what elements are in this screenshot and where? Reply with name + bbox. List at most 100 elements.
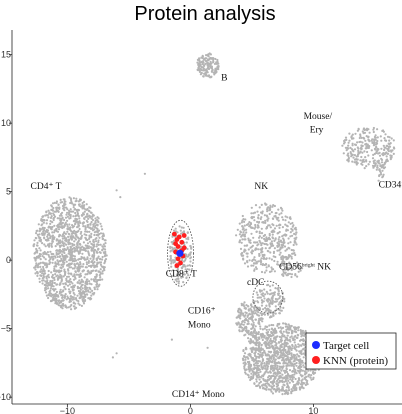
cell-point — [38, 227, 42, 230]
cell-point — [266, 313, 270, 316]
cell-point — [68, 223, 71, 226]
cell-point — [260, 227, 263, 230]
cell-point — [276, 364, 279, 367]
cell-point — [263, 214, 266, 217]
cell-point — [69, 226, 72, 230]
cell-point — [287, 385, 290, 389]
cell-point — [353, 154, 356, 157]
cell-point — [80, 265, 83, 268]
cell-point — [252, 321, 255, 324]
cell-point — [91, 243, 94, 246]
cell-point — [264, 293, 267, 296]
cell-point — [304, 372, 307, 375]
cell-point — [61, 216, 64, 219]
cell-point — [265, 331, 268, 334]
cell-point — [276, 249, 279, 252]
cell-point — [67, 263, 70, 266]
cell-point — [82, 225, 85, 228]
cell-point — [97, 241, 100, 244]
cell-point — [259, 312, 262, 315]
cell-point — [289, 362, 292, 365]
cell-point — [71, 282, 74, 285]
cell-point — [39, 236, 42, 239]
cell-point — [275, 300, 278, 303]
cell-point — [94, 217, 97, 220]
cell-point — [267, 376, 270, 379]
cell-point — [70, 303, 73, 307]
cell-point — [256, 220, 259, 223]
cell-point — [284, 223, 287, 226]
cell-point — [71, 242, 74, 246]
cell-point — [349, 151, 352, 154]
cell-point — [88, 240, 92, 243]
cell-point — [50, 227, 53, 230]
cell-point — [260, 257, 263, 260]
cell-point — [244, 329, 247, 332]
cell-point — [255, 380, 258, 383]
cell-point — [256, 293, 259, 296]
cell-point — [292, 376, 295, 379]
cell-point — [294, 370, 297, 373]
cell-point — [299, 358, 302, 361]
cell-point — [53, 289, 56, 292]
cell-point — [306, 379, 309, 382]
cell-point — [250, 264, 253, 267]
cell-point — [246, 244, 249, 247]
cell-point — [48, 245, 51, 248]
cell-point — [279, 344, 282, 347]
cell-point — [93, 222, 96, 225]
cell-point — [49, 258, 52, 261]
cell-point — [262, 312, 265, 315]
cell-point — [256, 244, 259, 247]
cell-point — [280, 336, 283, 339]
cell-point — [282, 274, 285, 277]
cell-point — [70, 200, 73, 203]
cell-point — [348, 132, 351, 135]
cell-point — [269, 226, 272, 229]
cell-point — [279, 338, 282, 341]
cell-point — [101, 228, 104, 231]
cell-point — [278, 301, 281, 304]
cell-point — [187, 236, 190, 239]
cell-point — [182, 226, 185, 229]
cell-point — [205, 54, 208, 57]
cell-point — [97, 239, 100, 242]
cell-point — [243, 235, 247, 238]
cell-point — [253, 262, 256, 265]
cell-point — [252, 374, 255, 377]
cell-point — [39, 261, 42, 264]
cell-point — [266, 380, 269, 383]
cell-point — [80, 255, 83, 259]
cell-point — [356, 146, 359, 149]
cluster-cd16-mono — [235, 300, 264, 340]
cell-point — [49, 216, 53, 219]
cell-point — [41, 242, 44, 245]
cell-point — [241, 329, 244, 332]
cell-point — [303, 343, 306, 346]
cell-point — [243, 367, 246, 370]
cell-point — [73, 243, 76, 246]
cell-point — [186, 255, 189, 258]
cell-point — [63, 224, 66, 227]
cell-point — [302, 339, 306, 342]
cell-point — [83, 233, 86, 236]
cell-point — [307, 374, 310, 377]
cell-point — [59, 201, 62, 204]
cell-point — [82, 257, 85, 260]
cell-point — [58, 292, 61, 295]
cell-point — [278, 388, 281, 391]
cell-point — [172, 269, 175, 272]
cell-point — [366, 150, 369, 154]
cell-point — [253, 211, 257, 214]
cell-point — [373, 139, 376, 142]
cell-point — [81, 287, 84, 290]
cell-point — [67, 269, 70, 272]
cell-point — [63, 268, 66, 271]
cell-point — [288, 360, 291, 363]
cell-point — [382, 144, 385, 147]
cell-point — [49, 236, 52, 240]
cell-point — [204, 73, 207, 76]
cell-point — [98, 236, 101, 239]
cell-point — [58, 290, 62, 293]
cell-point — [290, 248, 293, 252]
